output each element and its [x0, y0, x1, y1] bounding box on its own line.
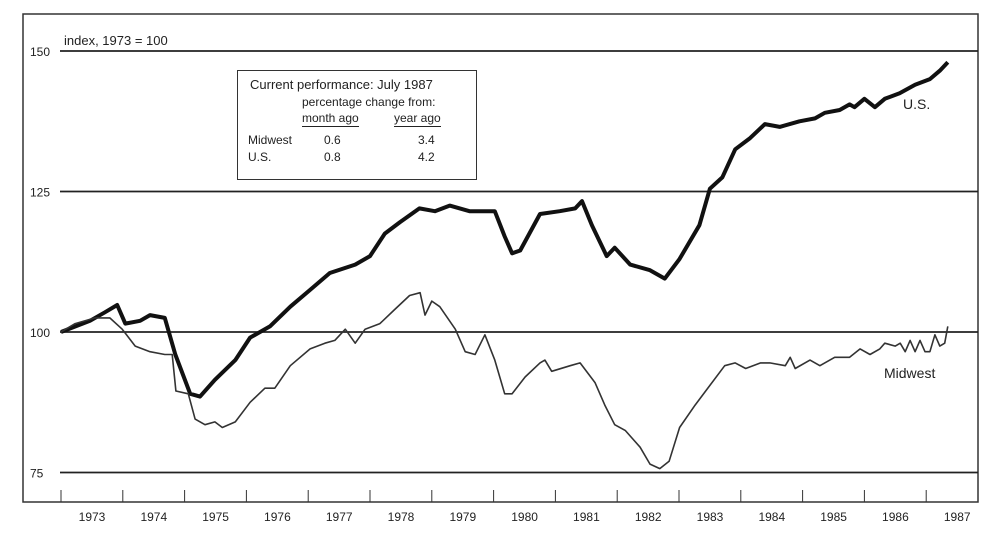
x-tick-label: 1983	[697, 510, 724, 524]
table-title: Current performance: July 1987	[250, 77, 433, 92]
x-tick-label: 1974	[140, 510, 167, 524]
y-tick-label: 125	[30, 186, 50, 200]
cell-value: 3.4	[418, 133, 435, 147]
y-axis-label: index, 1973 = 100	[64, 33, 168, 48]
cell-value: 4.2	[418, 150, 435, 164]
y-tick-label: 100	[30, 326, 50, 340]
x-tick-label: 1987	[944, 510, 971, 524]
series-label-us: U.S.	[903, 96, 930, 112]
table-subtitle: percentage change from:	[302, 95, 436, 109]
series-line-us	[60, 60, 950, 399]
x-tick-label: 1975	[202, 510, 229, 524]
x-tick-label: 1984	[758, 510, 785, 524]
cell-value: 0.8	[324, 150, 341, 164]
current-performance-table: Current performance: July 1987 percentag…	[237, 70, 477, 180]
x-tick-label: 1973	[79, 510, 106, 524]
column-header-month: month ago	[302, 111, 359, 127]
plot-frame	[22, 13, 979, 503]
series-line-midwest	[60, 291, 949, 470]
column-header-year: year ago	[394, 111, 441, 127]
y-tick-label: 75	[30, 467, 44, 481]
x-tick-label: 1978	[388, 510, 415, 524]
y-tick-label: 150	[30, 45, 50, 59]
x-tick-label: 1977	[326, 510, 353, 524]
x-tick-label: 1986	[882, 510, 909, 524]
cell-value: 0.6	[324, 133, 341, 147]
x-tick-label: 1980	[511, 510, 538, 524]
x-tick-label: 1976	[264, 510, 291, 524]
x-tick-label: 1981	[573, 510, 600, 524]
x-tick-label: 1979	[449, 510, 476, 524]
row-label: U.S.	[248, 150, 272, 164]
row-label: Midwest	[248, 133, 293, 147]
series-label-midwest: Midwest	[884, 365, 935, 381]
x-tick-label: 1985	[820, 510, 847, 524]
x-tick-label: 1982	[635, 510, 662, 524]
